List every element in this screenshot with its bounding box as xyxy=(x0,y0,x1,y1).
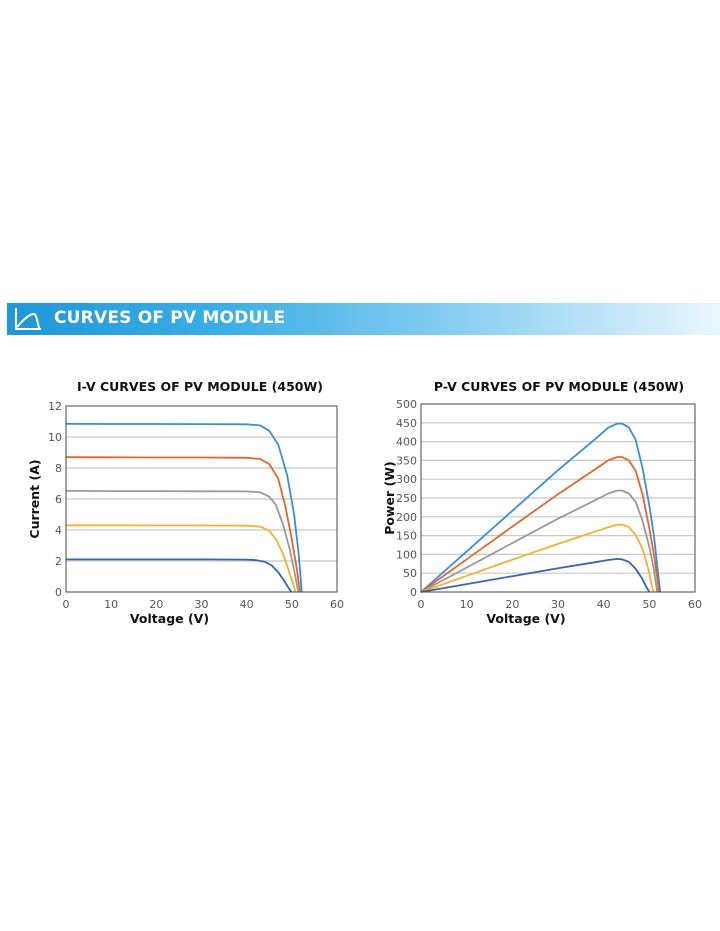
iv-x-tick-label: 60 xyxy=(330,598,344,611)
pv-gridlines xyxy=(421,422,695,574)
pv-y-tick-label: 500 xyxy=(396,398,417,411)
pv-y-tick-label: 400 xyxy=(396,436,417,449)
iv-series-group xyxy=(65,422,303,593)
pv-y-tick-label: 150 xyxy=(396,530,417,543)
iv-x-tick-label: 0 xyxy=(63,598,70,611)
pv-x-tick-label: 40 xyxy=(597,598,611,611)
pv-chart-title: P-V CURVES OF PV MODULE (450W) xyxy=(434,379,684,394)
iv-y-tick-label: 10 xyxy=(48,431,62,444)
iv-y-tick-label: 12 xyxy=(48,400,62,413)
pv-x-ticks: 0 10 20 30 40 50 60 xyxy=(418,598,703,611)
iv-x-tick-label: 10 xyxy=(104,598,118,611)
pv-x-tick-label: 20 xyxy=(505,598,519,611)
iv-series-5-line xyxy=(66,558,293,593)
iv-series-2-line xyxy=(65,456,301,593)
iv-y-tick-label: 0 xyxy=(55,586,62,599)
pv-series-2-line xyxy=(420,456,660,593)
pv-y-tick-label: 450 xyxy=(396,417,417,430)
pv-series-5-line xyxy=(420,558,651,593)
iv-y-ticks: 0 2 4 6 8 10 12 xyxy=(48,400,62,599)
pv-y-tick-label: 50 xyxy=(403,567,417,580)
iv-plot-frame xyxy=(65,405,338,593)
pv-series-group xyxy=(420,422,662,593)
pv-series-4-line xyxy=(420,523,655,593)
iv-x-tick-label: 30 xyxy=(195,598,209,611)
pv-x-tick-label: 60 xyxy=(688,598,702,611)
pv-chart-svg: P-V CURVES OF PV MODULE (450W) 0 10 20 30 40… xyxy=(382,379,703,626)
pv-chart: P-V CURVES OF PV MODULE (450W) 0 10 20 30 40… xyxy=(360,372,720,642)
pv-y-ticks: 0 50 100 150 200 250 300 350 400 450 500 xyxy=(396,398,417,599)
pv-y-tick-label: 200 xyxy=(396,511,417,524)
pv-y-axis-label: Power (W) xyxy=(382,461,397,535)
banner-title: CURVES OF PV MODULE xyxy=(54,308,286,328)
iv-y-axis-label: Current (A) xyxy=(27,459,42,538)
pv-y-tick-label: 100 xyxy=(396,548,417,561)
iv-series-3-line xyxy=(65,490,300,593)
iv-y-tick-label: 4 xyxy=(55,524,62,537)
pv-y-tick-label: 0 xyxy=(410,586,417,599)
pv-y-tick-label: 250 xyxy=(396,492,417,505)
pv-series-1-line xyxy=(420,422,662,593)
iv-x-ticks: 0 10 20 30 40 50 60 xyxy=(63,598,345,611)
iv-y-tick-label: 6 xyxy=(55,493,62,506)
iv-y-tick-label: 8 xyxy=(55,462,62,475)
iv-x-tick-label: 50 xyxy=(285,598,299,611)
iv-chart-title: I-V CURVES OF PV MODULE (450W) xyxy=(77,379,323,394)
curve-chart-icon xyxy=(15,308,41,330)
pv-y-tick-label: 350 xyxy=(396,454,417,467)
iv-x-tick-label: 20 xyxy=(149,598,163,611)
pv-series-3-line xyxy=(420,489,658,593)
pv-y-tick-label: 300 xyxy=(396,473,417,486)
iv-y-tick-label: 2 xyxy=(55,555,62,568)
iv-chart: I-V CURVES OF PV MODULE (450W) 0 10 20 30 40… xyxy=(0,372,360,642)
section-banner: CURVES OF PV MODULE xyxy=(7,303,720,335)
pv-x-axis-label: Voltage (V) xyxy=(486,611,565,626)
pv-plot-frame xyxy=(420,403,696,593)
pv-x-tick-label: 50 xyxy=(642,598,656,611)
iv-x-tick-label: 40 xyxy=(240,598,254,611)
iv-gridlines xyxy=(66,436,337,562)
iv-series-1-line xyxy=(65,422,303,593)
pv-x-tick-label: 0 xyxy=(418,598,425,611)
iv-chart-svg: I-V CURVES OF PV MODULE (450W) 0 10 20 30 40… xyxy=(27,379,345,626)
pv-x-tick-label: 30 xyxy=(551,598,565,611)
iv-series-4-line xyxy=(66,524,297,593)
pv-x-tick-label: 10 xyxy=(460,598,474,611)
iv-x-axis-label: Voltage (V) xyxy=(130,611,209,626)
